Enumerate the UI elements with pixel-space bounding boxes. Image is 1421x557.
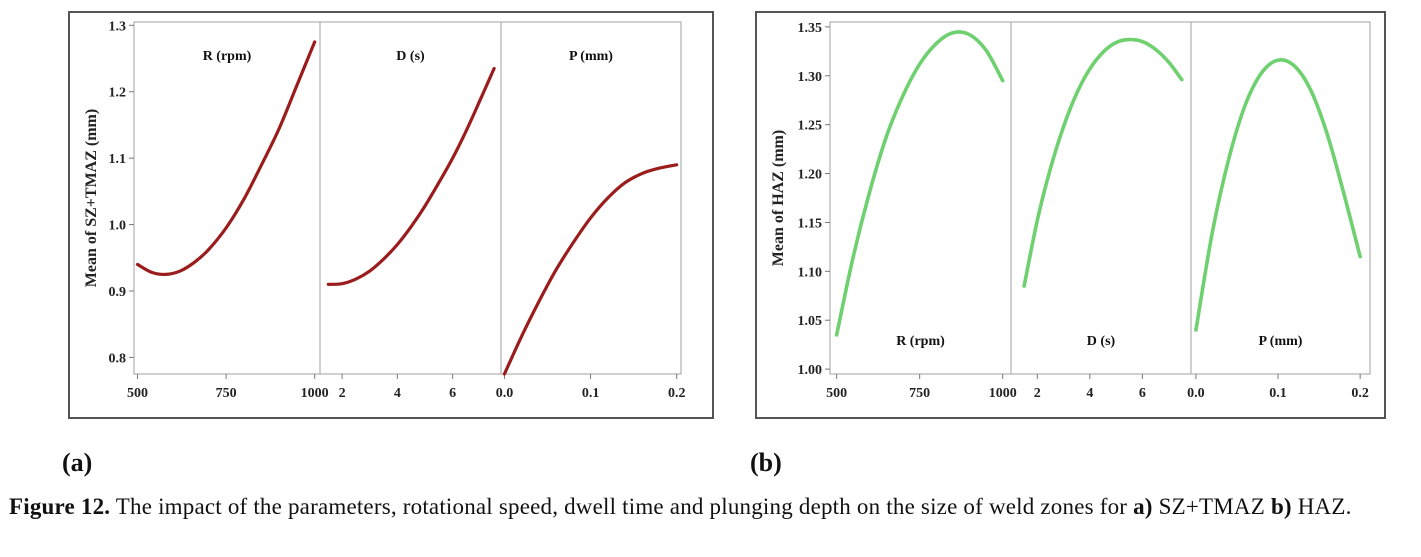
chart-b-y-tick-label: 1.20 (798, 168, 823, 183)
chart-a-y-tick-label: 1.3 (109, 19, 127, 34)
chart-a-x-tick-label: 0.0 (496, 386, 513, 401)
chart-b-y-tick-label: 1.30 (798, 70, 823, 85)
chart-b-subplot-title: R (rpm) (896, 334, 945, 349)
chart-b-x-tick-label: 4 (1086, 386, 1093, 401)
caption-part-a-text: SZ+TMAZ (1152, 494, 1271, 519)
chart-b-subplot-title: D (s) (1087, 334, 1116, 349)
chart-b-y-tick-label: 1.00 (798, 363, 823, 378)
chart-a-subplot-title: P (mm) (569, 49, 613, 64)
chart-b-x-tick-label: 1000 (989, 386, 1017, 401)
chart-a-x-tick-label: 4 (394, 386, 401, 401)
chart-b-x-tick-label: 0.1 (1269, 386, 1287, 401)
chart-a-x-tick-label: 0.1 (582, 386, 600, 401)
chart-a-x-tick-label: 0.2 (668, 386, 686, 401)
chart-a-svg: 0.8 0.9 1.0 1.1 1.2 1.3 Mean of SZ+TMAZ (mm) 50… (83, 19, 686, 401)
chart-a-subplot-title: D (s) (396, 49, 425, 64)
chart-b-series-line-1 (834, 30, 1005, 337)
caption-prefix: Figure 12. (9, 494, 111, 519)
chart-b-x-tick-label: 500 (826, 386, 847, 401)
chart-b-x-tick-label: 2 (1034, 386, 1041, 401)
chart-b-series-line-3 (1194, 58, 1362, 332)
chart-b-plot-frame (829, 21, 1371, 375)
chart-a-y-tick-label: 0.9 (109, 285, 127, 300)
chart-panel-a: 0.8 0.9 1.0 1.1 1.2 1.3 Mean of SZ+TMAZ (mm) 50… (68, 11, 714, 419)
chart-b-y-tick-label: 1.10 (798, 265, 823, 280)
chart-b-x-tick-label: 0.0 (1187, 386, 1205, 401)
chart-b-y-tick-label: 1.05 (798, 314, 823, 329)
chart-a-series-line-2 (326, 66, 496, 286)
chart-a-x-tick-label: 1000 (301, 386, 329, 401)
chart-b-subplot-title: P (mm) (1259, 334, 1303, 349)
chart-b-x-tick-label: 750 (909, 386, 930, 401)
chart-a-x-tick-label: 2 (339, 386, 346, 401)
caption-part-b-letter: b) (1270, 494, 1292, 519)
chart-b-y-tick-label: 1.35 (798, 21, 823, 36)
chart-b-x-tick-label: 6 (1139, 386, 1146, 401)
panel-label-b: (b) (750, 448, 782, 477)
chart-a-series-line-1 (135, 40, 317, 277)
chart-a-x-tick-label: 6 (449, 386, 456, 401)
chart-b-y-axis-label: Mean of HAZ (mm) (770, 130, 787, 266)
chart-a-y-tick-label: 0.8 (109, 351, 127, 366)
caption-part-a-letter: a) (1133, 494, 1153, 519)
chart-a-x-tick-label: 500 (127, 386, 148, 401)
chart-b-series-line-2 (1022, 37, 1184, 288)
chart-a-y-axis-label: Mean of SZ+TMAZ (mm) (83, 109, 100, 287)
caption-part-b-text: HAZ. (1291, 494, 1352, 519)
chart-b-y-tick-label: 1.25 (798, 119, 823, 134)
chart-b-svg: 1.00 1.05 1.10 1.15 1.20 1.25 1.30 1.35 Mean of … (770, 21, 1371, 401)
chart-b-y-tick-label: 1.15 (798, 216, 823, 231)
chart-a-y-tick-label: 1.1 (109, 152, 127, 167)
caption-text: The impact of the parameters, rotational… (110, 494, 1134, 519)
chart-a-y-tick-label: 1.0 (109, 219, 127, 234)
chart-a-x-tick-label: 750 (216, 386, 237, 401)
chart-a-subplot-title: R (rpm) (203, 49, 252, 64)
chart-a-series-line-3 (502, 163, 679, 376)
chart-a-plot-frame (133, 21, 682, 375)
panel-label-a: (a) (62, 448, 93, 477)
chart-panel-b: 1.00 1.05 1.10 1.15 1.20 1.25 1.30 1.35 Mean of … (755, 11, 1386, 419)
chart-a-y-tick-label: 1.2 (109, 86, 127, 101)
chart-b-x-tick-label: 0.2 (1351, 386, 1369, 401)
figure-caption: Figure 12. The impact of the parameters,… (9, 492, 1414, 522)
